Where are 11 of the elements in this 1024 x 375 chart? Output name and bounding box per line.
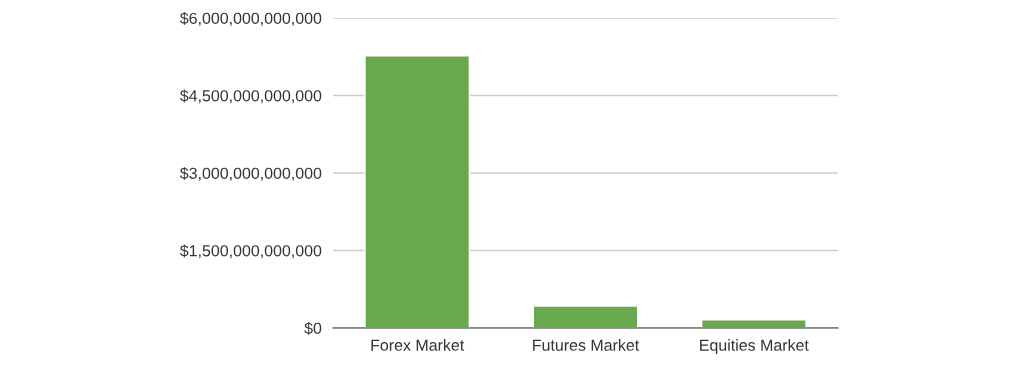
bar	[364, 55, 471, 328]
bar	[700, 319, 807, 328]
y-tick-label: $1,500,000,000,000	[179, 244, 322, 259]
x-tick-label: Forex Market	[371, 339, 465, 351]
y-tick-label: $4,500,000,000,000	[179, 89, 322, 104]
x-tick-label: Equities Market	[700, 339, 809, 354]
y-tick-label: $3,000,000,000,000	[179, 166, 322, 181]
y-tick-label: $6,000,000,000,000	[179, 11, 322, 26]
bar	[532, 305, 639, 328]
x-tick-label: Futures Market	[533, 339, 640, 351]
y-tick-label: $0	[304, 321, 322, 335]
